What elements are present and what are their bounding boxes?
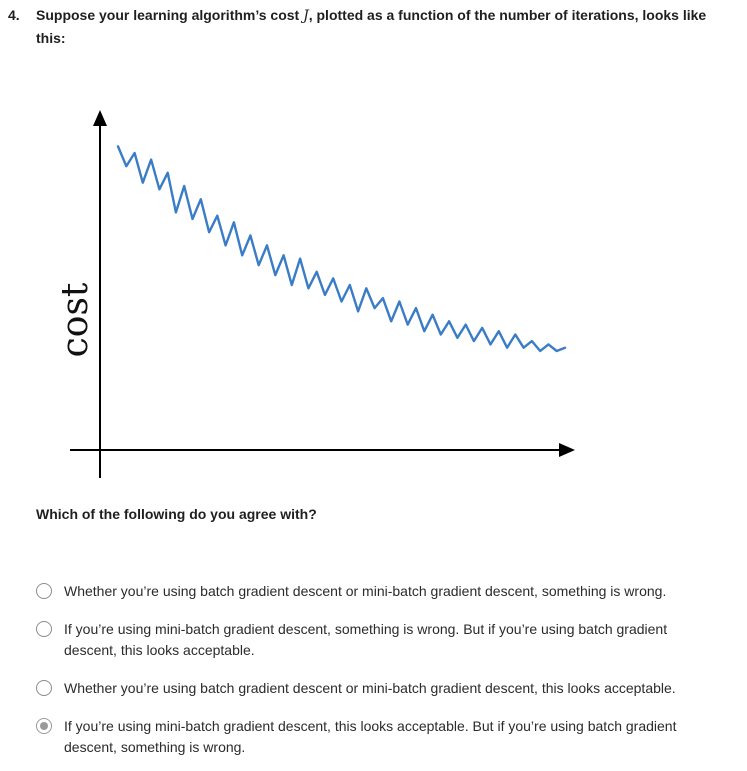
question-text-before: Suppose your learning algorithm’s cost (36, 7, 304, 23)
cost-line (116, 145, 567, 353)
y-axis-label: cost (55, 282, 96, 358)
option-1-label: Whether you’re using batch gradient desc… (64, 583, 667, 599)
cost-symbol: J (303, 8, 309, 24)
option-3-label: Whether you’re using batch gradient desc… (64, 680, 676, 696)
option-1-radio[interactable] (36, 583, 52, 599)
option-4-label: If you’re using mini-batch gradient desc… (64, 718, 677, 755)
option-2-label: If you’re using mini-batch gradient desc… (64, 621, 668, 658)
option-3[interactable]: Whether you’re using batch gradient desc… (36, 678, 726, 699)
x-axis-arrow (559, 443, 575, 457)
y-axis-arrow (93, 110, 107, 126)
question-text-after: , plotted as a function of the number of… (36, 7, 707, 46)
option-1[interactable]: Whether you’re using batch gradient desc… (36, 581, 726, 602)
chart-axes (70, 110, 575, 478)
cost-chart: cost (0, 90, 620, 480)
option-3-radio[interactable] (36, 680, 52, 696)
option-2[interactable]: If you’re using mini-batch gradient desc… (36, 619, 726, 661)
option-2-radio[interactable] (36, 621, 52, 637)
option-4[interactable]: If you’re using mini-batch gradient desc… (36, 716, 726, 758)
question-prompt: Which of the following do you agree with… (36, 506, 317, 522)
option-4-radio[interactable] (36, 718, 52, 734)
cost-chart-svg (70, 110, 575, 478)
cost-series (116, 145, 567, 353)
question-number: 4. (8, 7, 20, 23)
question-text: Suppose your learning algorithm’s cost J… (36, 4, 726, 49)
